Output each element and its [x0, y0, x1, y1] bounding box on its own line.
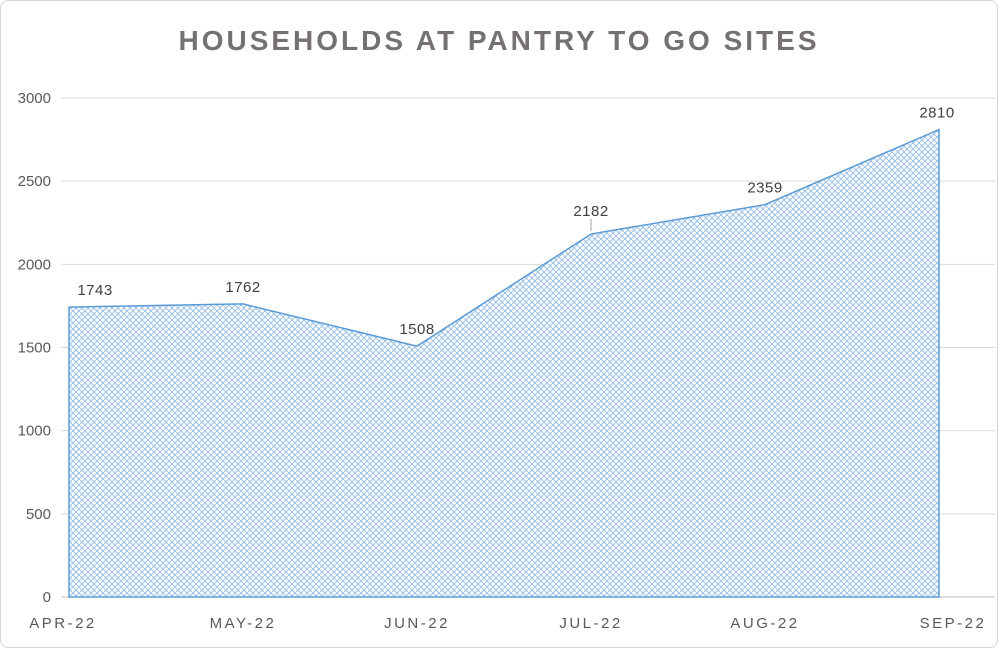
y-tick-label: 1500 [18, 340, 51, 357]
y-tick-label: 2500 [18, 173, 51, 190]
area-series [68, 128, 940, 598]
y-tick-label: 2000 [18, 256, 51, 273]
y-tick-label: 1000 [18, 423, 51, 440]
x-tick-label: APR-22 [29, 615, 97, 632]
x-tick-label: JUN-22 [384, 615, 450, 632]
data-label: 2810 [919, 105, 954, 122]
y-tick-label: 3000 [18, 90, 51, 107]
data-label: 2182 [573, 203, 608, 220]
y-tick-label: 0 [43, 589, 51, 606]
x-tick-label: JUL-22 [559, 615, 622, 632]
plot-area: 0 500 1000 1500 2000 2500 3000 1743 1762 1508 2182… [18, 90, 995, 632]
data-label: 1762 [225, 279, 260, 296]
chart-title: HOUSEHOLDS AT PANTRY TO GO SITES [178, 25, 820, 56]
x-tick-label: SEP-22 [920, 615, 987, 632]
x-tick-label: MAY-22 [210, 615, 277, 632]
x-tick-label: AUG-22 [730, 615, 799, 632]
data-label: 1508 [399, 321, 434, 338]
data-label: 1743 [77, 282, 112, 299]
y-tick-label: 500 [26, 506, 51, 523]
data-label: 2359 [747, 180, 782, 197]
